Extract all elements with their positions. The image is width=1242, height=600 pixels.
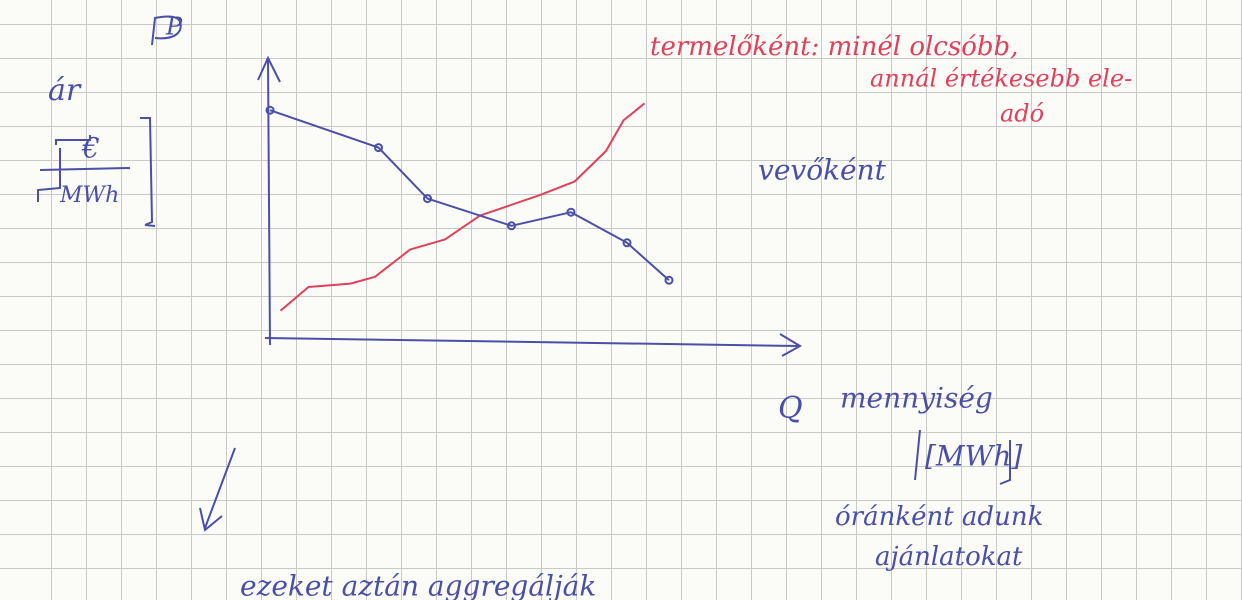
annotation: P: [165, 13, 183, 41]
annotation: adó: [1000, 100, 1044, 128]
annotation: ezeket aztán aggregálják: [240, 570, 596, 600]
chart: ár Q P € MWh termelőként: minél olcsóbb, ann…: [0, 0, 1242, 600]
series-line: [281, 103, 645, 310]
annotation: termelőként: minél olcsóbb,: [650, 32, 1018, 62]
page: ár Q P € MWh termelőként: minél olcsóbb, ann…: [0, 0, 1242, 600]
annotation: óránként adunk: [835, 502, 1043, 532]
annotation: MWh: [59, 183, 119, 208]
annotation: mennyiség: [840, 382, 993, 415]
annotation: annál értékesebb ele-: [870, 65, 1132, 93]
axes: [38, 17, 1010, 531]
series-line: [270, 110, 669, 280]
annotation: ajánlatokat: [875, 542, 1023, 572]
annotation: vevőként: [758, 154, 887, 187]
y-axis-label: ár: [48, 73, 82, 108]
annotation: €: [81, 132, 100, 165]
x-axis-label: Q: [778, 391, 803, 426]
y-axis: [258, 58, 280, 345]
x-axis: [265, 334, 800, 356]
down-arrow: [200, 448, 235, 530]
annotation: [MWh]: [925, 440, 1022, 473]
